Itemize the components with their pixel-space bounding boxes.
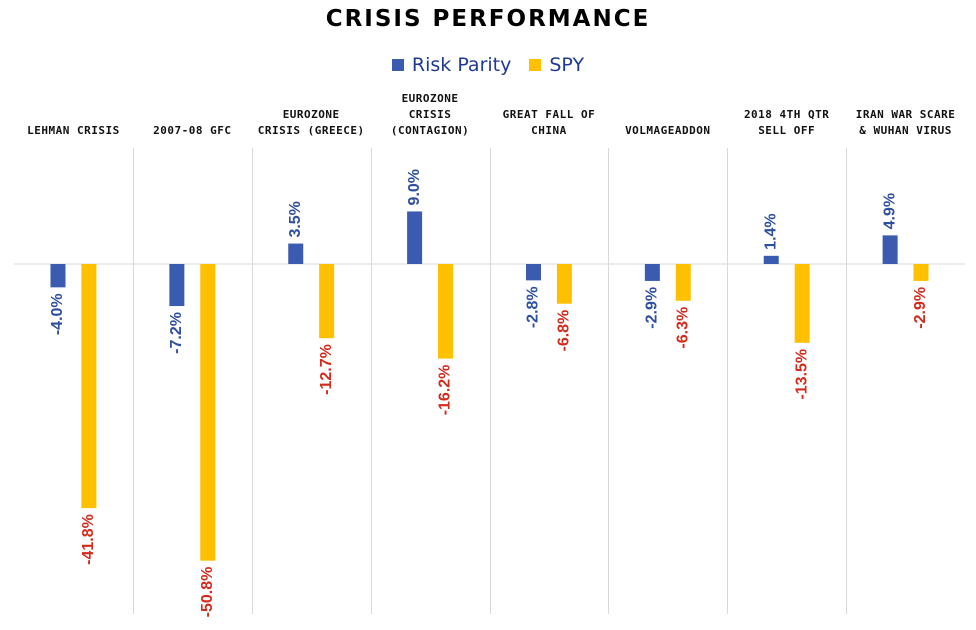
bar-risk-parity: [407, 211, 423, 264]
data-label-risk-parity: 4.9%: [881, 193, 898, 229]
data-label-spy: -13.5%: [793, 349, 810, 400]
legend-swatch-spy: [529, 59, 542, 71]
data-label-risk-parity: -2.9%: [644, 287, 661, 329]
bar-risk-parity: [882, 235, 898, 264]
bar-risk-parity: [288, 243, 304, 264]
category-label: LEHMAN CRISIS: [27, 124, 120, 137]
category-label: CRISIS (GREECE): [258, 124, 365, 137]
data-label-risk-parity: 9.0%: [406, 169, 423, 205]
data-label-risk-parity: 1.4%: [762, 213, 779, 249]
category-label: 2007-08 GFC: [153, 124, 231, 137]
data-label-spy: -6.3%: [674, 307, 691, 349]
data-label-spy: -2.9%: [912, 287, 929, 329]
bar-spy: [438, 264, 454, 359]
data-label-spy: -41.8%: [80, 514, 97, 565]
bar-spy: [794, 264, 810, 343]
legend-swatch-risk-parity: [391, 59, 404, 71]
data-label-spy: -6.8%: [556, 310, 573, 352]
legend-label-risk-parity: Risk Parity: [411, 54, 512, 76]
legend-entry-spy: SPY: [529, 54, 584, 76]
category-label: & WUHAN VIRUS: [859, 124, 952, 137]
category-label: SELL OFF: [758, 124, 815, 137]
category-label: 2018 4TH QTR: [744, 108, 829, 121]
bar-spy: [81, 264, 97, 509]
data-label-risk-parity: -2.8%: [525, 286, 542, 328]
category-label: IRAN WAR SCARE: [856, 108, 956, 121]
data-label-risk-parity: 3.5%: [287, 201, 304, 237]
category-label: EUROZONE: [283, 108, 340, 121]
bar-spy: [556, 264, 572, 304]
category-label: CHINA: [531, 124, 567, 137]
chart-title: CRISIS PERFORMANCE: [325, 6, 651, 32]
legend-entry-risk-parity: Risk Parity: [391, 54, 512, 76]
category-label: (CONTAGION): [391, 124, 469, 137]
bar-risk-parity: [763, 255, 779, 264]
category-label: VOLMAGEADDON: [625, 124, 710, 137]
bar-risk-parity: [525, 264, 541, 281]
bar-risk-parity: [50, 264, 66, 288]
data-label-risk-parity: -4.0%: [49, 293, 66, 335]
data-label-spy: -12.7%: [318, 344, 335, 395]
legend: Risk Parity SPY: [0, 54, 976, 76]
bar-spy: [319, 264, 335, 339]
category-label: EUROZONE: [402, 92, 459, 105]
bar-spy: [675, 264, 691, 301]
bar-risk-parity: [169, 264, 185, 307]
bar-risk-parity: [644, 264, 660, 281]
category-label: GREAT FALL OF: [503, 108, 596, 121]
category-label: CRISIS: [409, 108, 452, 121]
data-label-spy: -16.2%: [437, 365, 454, 416]
data-label-spy: -50.8%: [199, 567, 216, 618]
bar-spy: [200, 264, 216, 561]
data-label-risk-parity: -7.2%: [168, 312, 185, 354]
legend-label-spy: SPY: [549, 54, 585, 76]
bar-spy: [913, 264, 929, 281]
